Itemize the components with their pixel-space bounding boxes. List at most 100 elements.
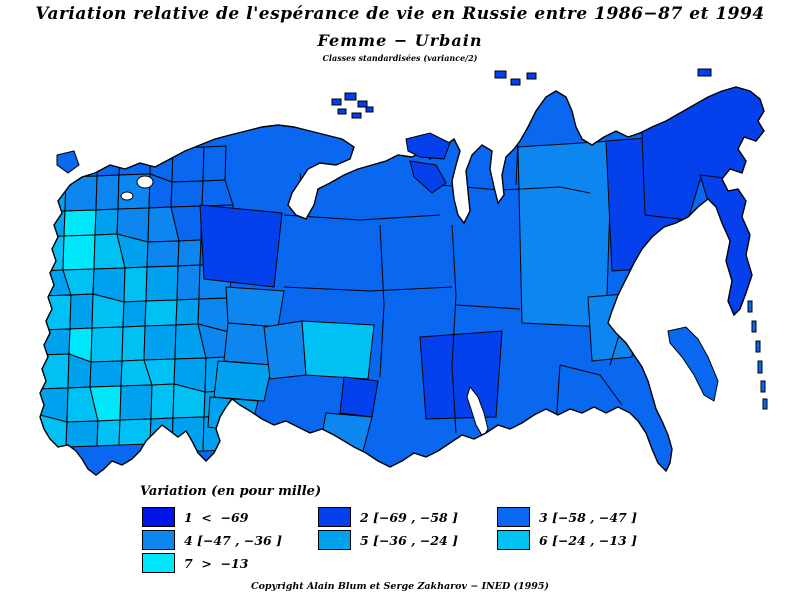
page-title: Variation relative de l'espérance de vie… [35,4,765,24]
legend-item-class-1: 1 < −69 [142,507,282,527]
russia-choropleth-map [0,65,800,480]
legend-label-class-6: 6 [−24 , −13 ] [539,532,638,548]
map-region-west-5-0 [40,294,72,331]
island-kuril-1 [747,300,753,313]
map-region-west-6-4 [143,324,177,361]
map-region-west-5-5 [175,298,200,326]
map-region-west-0-6 [202,145,227,182]
legend-label-class-5: 5 [−36 , −24 ] [360,532,459,548]
region-border-line-1 [379,224,385,378]
legend-label-class-2: 2 [−69 , −58 ] [360,509,459,525]
region-border-line-4 [439,184,591,194]
map-region-west-5-3 [122,300,147,328]
legend-swatch-class-7 [142,553,175,573]
map-region-west-1-1 [64,175,98,212]
lake-ladoga [136,175,154,189]
island-franz-josef-5 [351,112,362,119]
map-region-west-9-2 [96,419,121,447]
classes-note: Classes standardisées (variance/2) [322,53,478,63]
island-kaliningrad [56,150,80,174]
island-kuril-6 [762,398,768,410]
island-franz-josef-3 [357,100,368,108]
island-novaya-zemlya-south [409,160,447,194]
legend-swatch-class-2 [318,507,351,527]
island-kuril-2 [751,320,757,333]
map-region-west-3-1 [62,234,96,271]
region-border-line-2 [283,214,441,221]
map-region-komi [199,204,283,288]
island-franz-josef-1 [331,98,342,106]
island-severnaya-zemlya-1 [494,70,507,79]
legend-label-class-3: 3 [−58 , −47 ] [539,509,638,525]
map-region-west-6-2 [90,326,124,363]
map-region-west-1-2 [95,174,120,211]
island-severnaya-zemlya-2 [510,78,521,86]
map-region-bashkortostan [213,360,273,402]
map-region-west-4-5 [176,264,201,301]
region-border-line-0 [451,224,457,434]
map-region-west-2-1 [63,209,97,237]
legend-label-class-4: 4 [−47 , −36 ] [184,532,283,548]
map-region-west-3-4 [146,240,180,268]
island-severnaya-zemlya-3 [526,72,537,80]
map-region-west-9-1 [65,420,99,448]
map-region-west-1-5 [170,180,204,208]
island-kuril-4 [757,360,763,374]
legend-item-class-6: 6 [−24 , −13 ] [497,530,637,550]
map-region-west-9-4 [149,417,174,453]
legend-swatch-class-4 [142,530,175,550]
mainland-regions [40,87,764,475]
legend-item-class-7: 7 > −13 [142,553,282,573]
legend-item-class-2: 2 [−69 , −58 ] [318,507,458,527]
page-subtitle: Femme − Urbain [317,31,483,50]
map-region-south-ural [207,396,259,434]
map-region-west-3-5 [177,239,202,267]
islands [56,68,768,410]
map-region-west-2-2 [94,208,119,236]
island-franz-josef-4 [337,108,347,115]
map-region-west-8-4 [150,383,175,420]
map-region-kamchatka [699,174,764,324]
island-kuril-3 [755,340,761,353]
map-region-west-8-3 [119,384,153,421]
legend-column-2: 2 [−69 , −58 ] 5 [−36 , −24 ] [318,507,458,553]
map-region-novosibirsk [301,320,375,380]
island-kuril-5 [760,380,766,393]
lake-onega [120,191,134,201]
legend-swatch-class-6 [497,530,530,550]
island-sakhalin [667,326,719,402]
map-region-west-6-3 [121,325,146,362]
legend-heading: Variation (en pour mille) [140,484,322,499]
legend-item-class-3: 3 [−58 , −47 ] [497,507,637,527]
legend-swatch-class-1 [142,507,175,527]
map-region-west-0-3 [118,148,152,176]
map-svg [39,68,768,476]
legend-swatch-class-5 [318,530,351,550]
legend-item-class-4: 4 [−47 , −36 ] [142,530,282,550]
map-region-west-0-2 [96,149,121,177]
map-region-omsk [263,320,307,380]
map-region-west-7-2 [89,360,123,388]
legend-label-class-7: 7 > −13 [184,555,249,571]
island-franz-josef-2 [344,92,357,101]
map-region-west-0-5 [171,146,205,183]
region-border-line-3 [283,286,453,292]
island-wrangel-island [697,68,712,77]
map-region-irkutsk [419,330,503,420]
map-region-perm [225,286,285,328]
map-region-west-3-0 [40,235,65,272]
region-border-line-5 [455,304,521,310]
map-region-west-4-3 [123,266,148,303]
map-region-kemerovo [339,376,379,418]
map-region-west-5-1 [69,293,94,330]
map-region-west-4-4 [145,265,179,302]
island-franz-josef-6 [365,106,374,113]
copyright-line: Copyright Alain Blum et Serge Zakharov −… [251,581,549,592]
map-region-west-7-0 [40,353,70,390]
legend-column-3: 3 [−58 , −47 ] 6 [−24 , −13 ] [497,507,637,553]
legend-column-1: 1 < −69 4 [−47 , −36 ] 7 > −13 [142,507,282,576]
map-region-west-6-0 [40,328,71,356]
legend-swatch-class-3 [497,507,530,527]
region-border-line-7 [559,364,623,406]
island-novaya-zemlya-north [405,132,451,160]
